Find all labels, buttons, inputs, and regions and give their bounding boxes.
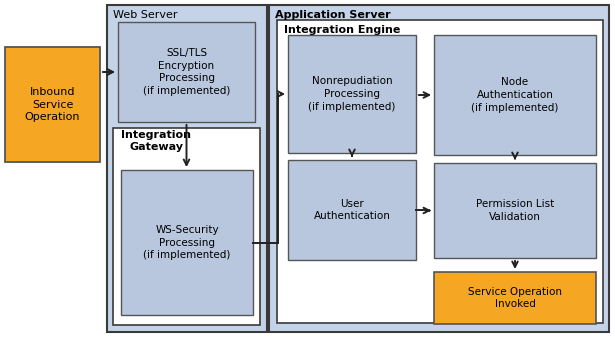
Bar: [434, 163, 596, 258]
Bar: [121, 170, 253, 315]
Text: Permission List
Validation: Permission List Validation: [476, 199, 554, 222]
Bar: [113, 128, 260, 325]
Text: Node
Authentication
(if implemented): Node Authentication (if implemented): [471, 77, 558, 113]
Bar: [269, 5, 609, 332]
Text: SSL/TLS
Encryption
Processing
(if implemented): SSL/TLS Encryption Processing (if implem…: [143, 48, 230, 96]
Bar: [288, 160, 416, 260]
Text: User
Authentication: User Authentication: [314, 199, 391, 221]
Text: Application Server: Application Server: [275, 10, 391, 20]
Bar: [288, 35, 416, 153]
Bar: [118, 22, 255, 122]
Text: Nonrepudiation
Processing
(if implemented): Nonrepudiation Processing (if implemente…: [308, 76, 395, 112]
Bar: [434, 272, 596, 324]
Text: Inbound
Service
Operation: Inbound Service Operation: [25, 87, 80, 122]
Text: Web Server: Web Server: [113, 10, 178, 20]
Text: Integration
Gateway: Integration Gateway: [121, 129, 191, 153]
Bar: [434, 35, 596, 155]
Bar: [107, 5, 267, 332]
Bar: [5, 47, 100, 162]
Text: Integration Engine: Integration Engine: [284, 25, 400, 35]
Text: WS-Security
Processing
(if implemented): WS-Security Processing (if implemented): [143, 225, 231, 260]
Bar: [277, 20, 603, 323]
Text: Service Operation
Invoked: Service Operation Invoked: [468, 286, 562, 310]
